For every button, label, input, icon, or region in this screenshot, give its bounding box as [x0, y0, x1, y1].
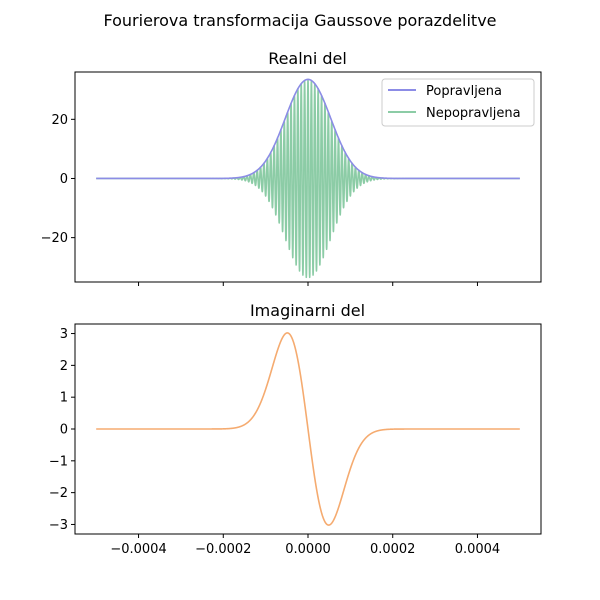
- legend-label-nepopravljena: Nepopravljena: [426, 106, 521, 121]
- figure-suptitle: Fourierova transformacija Gaussove poraz…: [103, 11, 496, 30]
- x-tick-label: 0.0000: [285, 542, 331, 557]
- panel-real-y-axis: −20 0 20: [41, 113, 75, 246]
- x-tick-label: 0.0004: [455, 542, 501, 557]
- x-tick-label: 0.0002: [370, 542, 416, 557]
- panel-imag-series: [95, 332, 521, 526]
- panel-imag-title: Imaginarni del: [250, 301, 365, 320]
- y-tick-label: −20: [41, 231, 68, 246]
- legend-label-popravljena: Popravljena: [426, 84, 502, 99]
- panel-real-series: [95, 78, 521, 279]
- y-tick-label: 0: [60, 172, 68, 187]
- y-tick-label: 1: [60, 391, 68, 406]
- y-tick-label: −2: [49, 486, 68, 501]
- panel-real-title: Realni del: [268, 49, 347, 68]
- series-line-popravljena: [95, 78, 521, 180]
- panel-real: Realni del −20 0 20 Popravljena Nepopravlj…: [41, 49, 542, 286]
- legend: Popravljena Nepopravljena: [381, 78, 535, 127]
- x-tick-label: −0.0004: [110, 542, 166, 557]
- panel-real-x-axis: [138, 282, 478, 286]
- y-tick-label: 3: [60, 327, 68, 342]
- panel-imag-x-axis: −0.0004 −0.0002 0.0000 0.0002 0.0004: [110, 534, 500, 557]
- y-tick-label: −3: [49, 518, 68, 533]
- panel-imag: Imaginarni del −3 −2 −1 0 1 2 3 −0.0004 −0.0002…: [49, 301, 542, 557]
- panel-imag-y-axis: −3 −2 −1 0 1 2 3: [49, 327, 75, 533]
- y-tick-label: 20: [51, 113, 68, 128]
- y-tick-label: 0: [60, 423, 68, 438]
- y-tick-label: 2: [60, 359, 68, 374]
- y-tick-label: −1: [49, 454, 68, 469]
- series-line-imaginarni: [95, 332, 521, 526]
- legend-box: [381, 78, 535, 127]
- x-tick-label: −0.0002: [195, 542, 251, 557]
